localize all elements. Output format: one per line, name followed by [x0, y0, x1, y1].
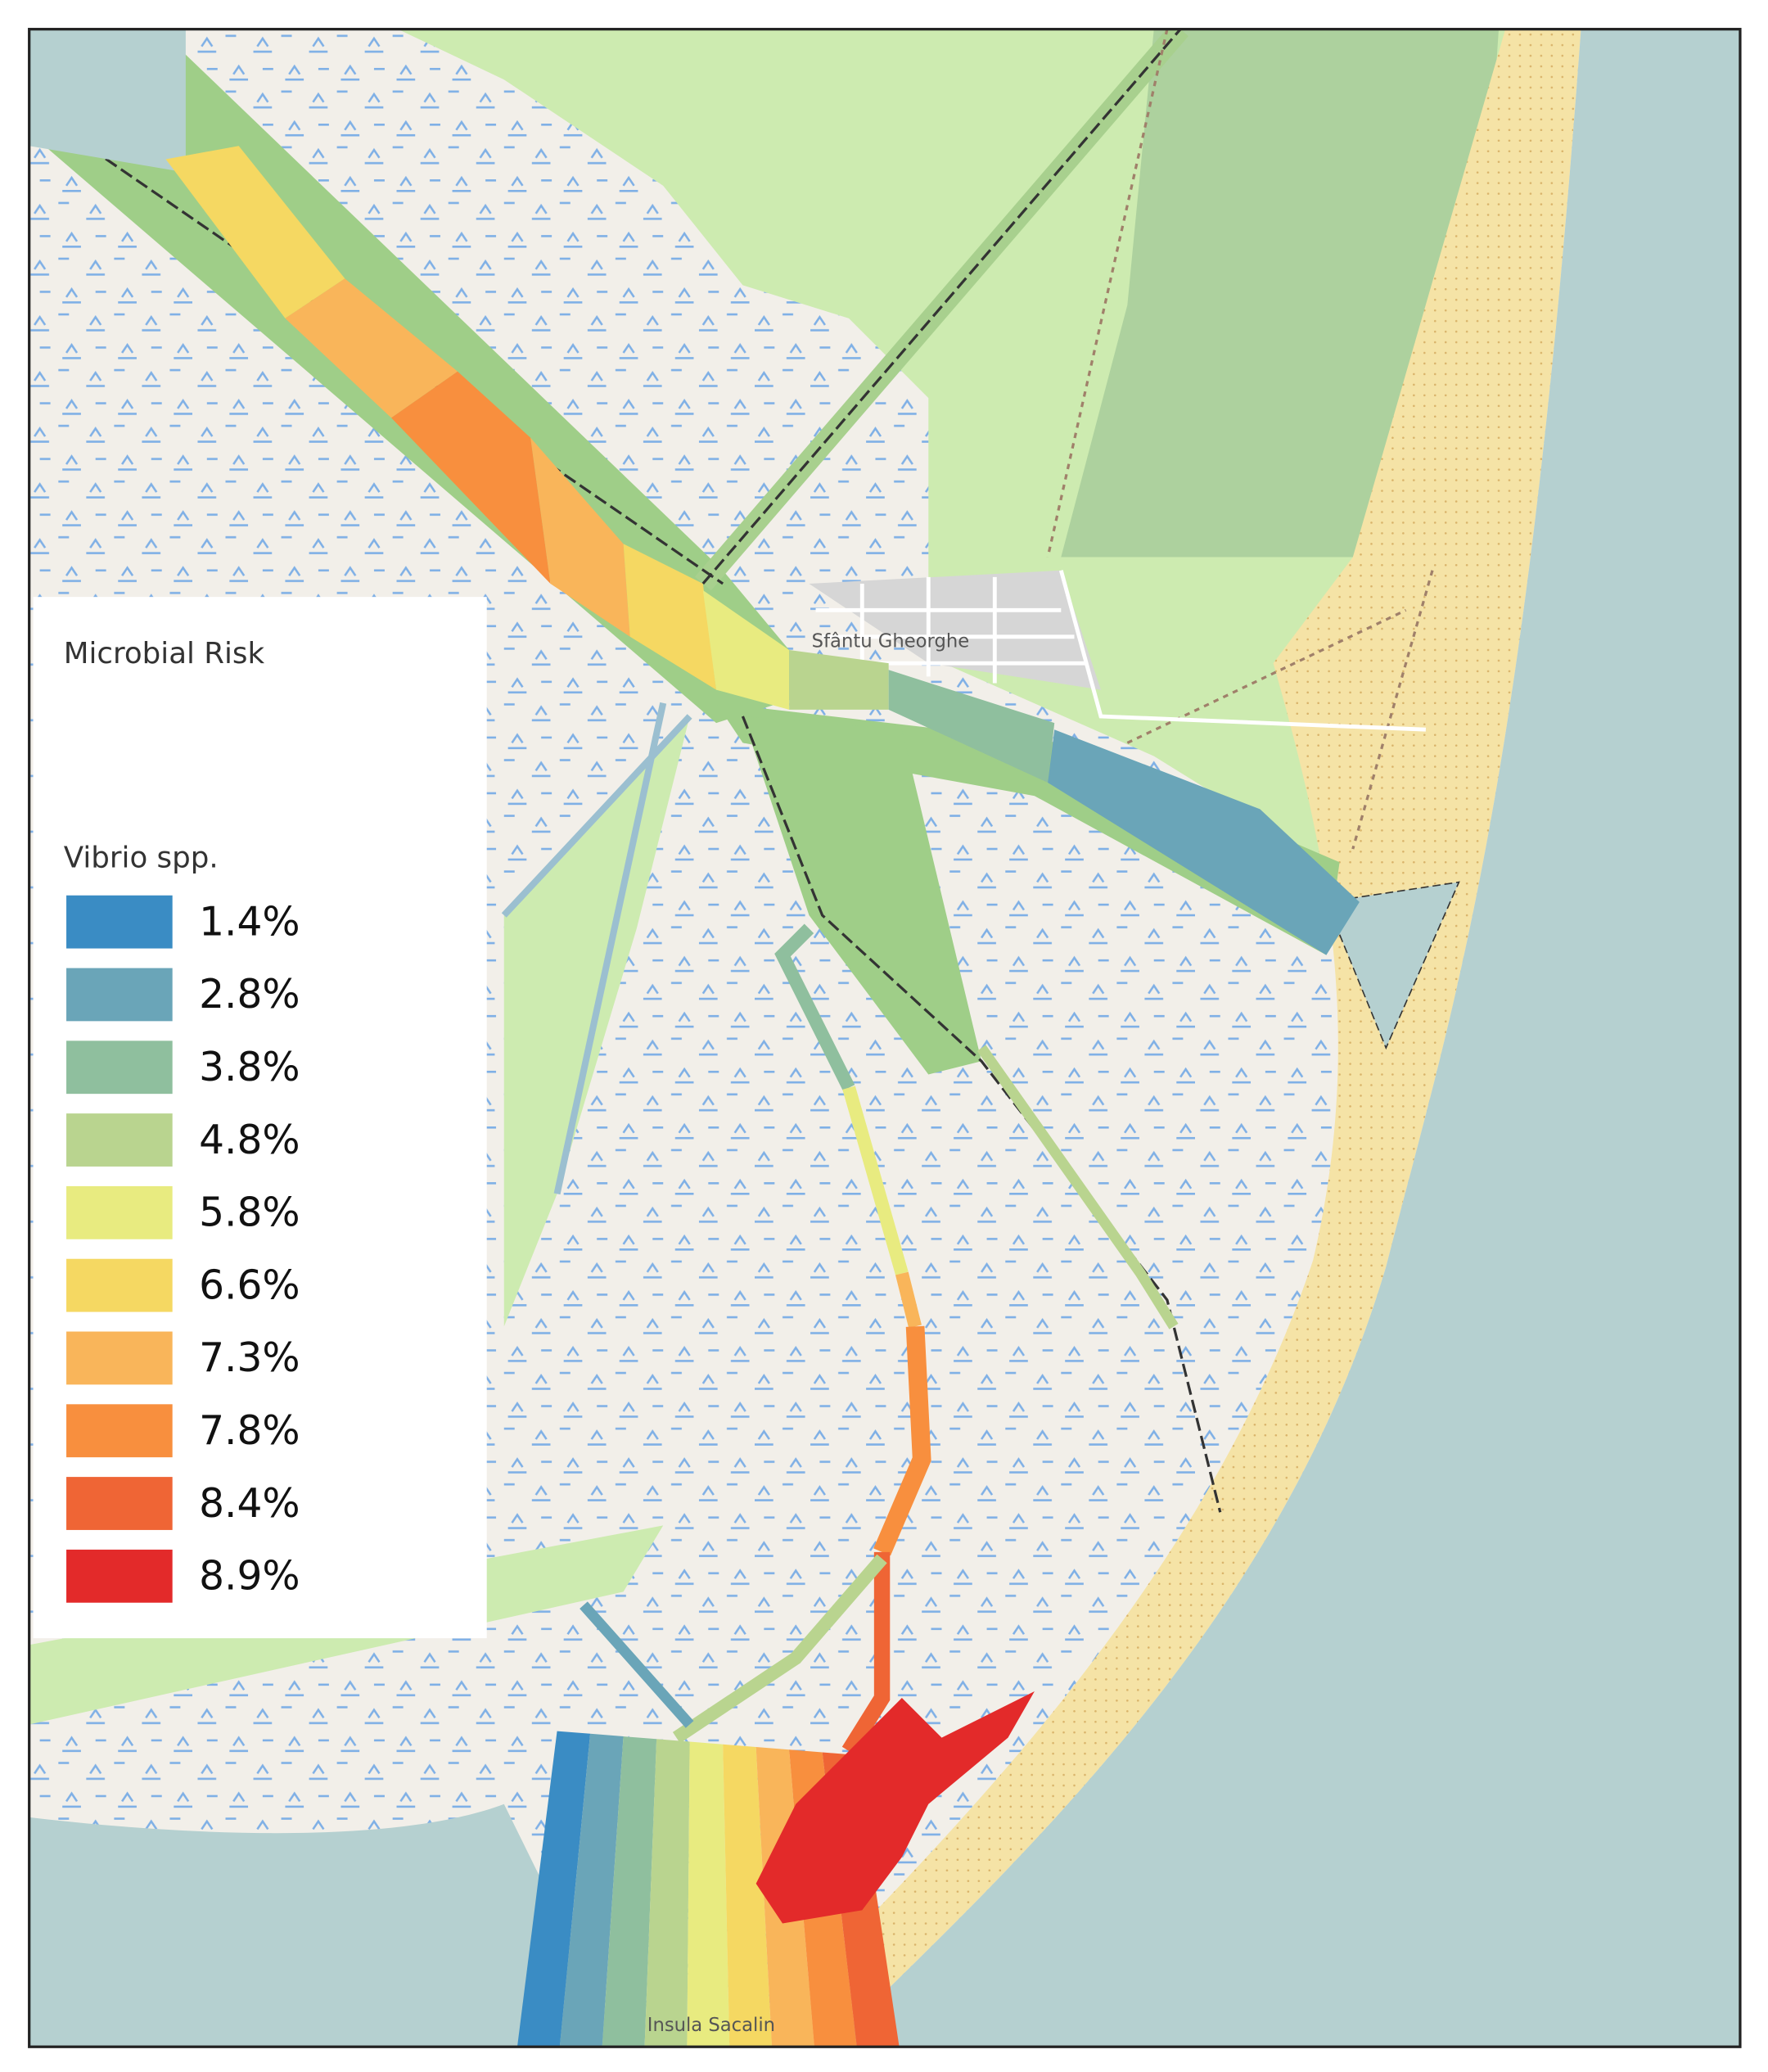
legend-label: 5.8% — [199, 1190, 300, 1236]
risk-channel — [873, 1325, 931, 1556]
risk-channel — [774, 923, 855, 1091]
risk-channel — [580, 1601, 694, 1728]
forest — [1061, 29, 1500, 557]
legend-swatch — [66, 895, 173, 949]
river-bank — [742, 715, 982, 1075]
legend-title: Microbial Risk — [64, 637, 265, 670]
legend-swatch — [66, 1113, 173, 1167]
place-label: Insula Sacalin — [647, 2015, 775, 2036]
sea — [29, 1803, 624, 2047]
risk-zone — [1048, 729, 1360, 955]
legend-swatch — [66, 1331, 173, 1385]
risk-zone — [623, 544, 717, 690]
risk-channel — [842, 1086, 909, 1275]
legend-subtitle: Vibrio spp. — [64, 842, 219, 875]
legend-label: 2.8% — [199, 972, 300, 1018]
legend-label: 1.4% — [199, 899, 300, 945]
risk-zone — [516, 1731, 591, 2047]
sea — [828, 29, 1740, 2047]
legend-swatch — [66, 1477, 173, 1530]
map-base: Sfântu Gheorghe Insula Sacalin — [29, 29, 1740, 2047]
creek — [501, 702, 692, 1195]
risk-zone — [723, 1744, 773, 2047]
legend-swatch — [66, 1258, 173, 1312]
legend-swatch — [66, 968, 173, 1022]
risk-zone — [888, 670, 1055, 783]
risk-zone — [559, 1733, 624, 2047]
legend-label: 7.8% — [199, 1408, 300, 1454]
legend: Microbial Risk Vibrio spp. 1.4% 2.8% 3.8% 4… — [33, 597, 487, 1639]
legend-label: 6.6% — [199, 1262, 300, 1308]
risk-zone — [285, 278, 458, 418]
risk-zone — [165, 146, 345, 318]
legend-swatch — [66, 1041, 173, 1095]
beach — [742, 29, 1581, 2047]
risk-zone — [789, 649, 889, 710]
risk-zone — [644, 1739, 690, 2047]
legend-label: 3.8% — [199, 1045, 300, 1090]
risk-channel — [672, 1554, 887, 1744]
river-mouth — [1325, 881, 1460, 1050]
legend-swatch — [66, 1404, 173, 1458]
legend-swatch — [66, 1185, 173, 1239]
streets — [815, 570, 1427, 732]
legend-label: 7.3% — [199, 1335, 300, 1381]
risk-zone — [602, 1736, 657, 2047]
risk-zone — [391, 371, 551, 584]
track — [1046, 29, 1434, 850]
legend-label: 8.9% — [199, 1554, 300, 1600]
legend-swatch — [66, 1549, 173, 1603]
risk-zone — [702, 590, 790, 710]
risk-zone — [755, 1691, 1035, 1924]
village — [809, 570, 1101, 690]
water — [29, 29, 186, 173]
risk-channel — [895, 1271, 922, 1329]
risk-channel — [976, 1045, 1179, 1329]
risk-zone — [687, 1741, 730, 2047]
frame — [28, 28, 1742, 2048]
legend-label: 4.8% — [199, 1117, 300, 1163]
legend-label: 8.4% — [199, 1481, 300, 1527]
place-label: Sfântu Gheorghe — [812, 631, 970, 652]
risk-channel — [841, 1551, 891, 1756]
